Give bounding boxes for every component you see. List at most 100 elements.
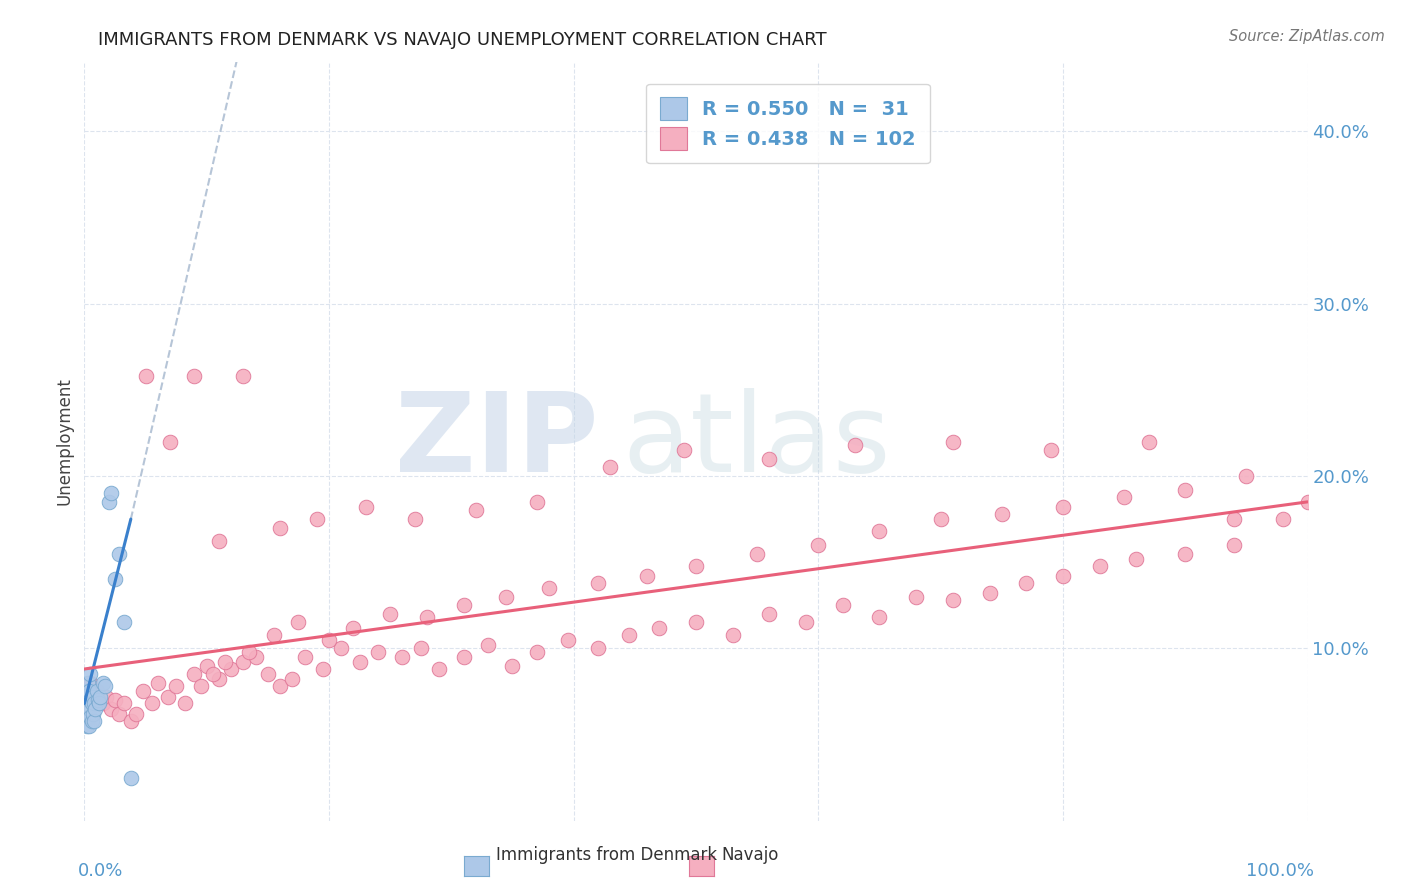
Text: ZIP: ZIP bbox=[395, 388, 598, 495]
Point bbox=[305, 512, 328, 526]
Point bbox=[269, 521, 291, 535]
Point bbox=[330, 641, 353, 656]
Point bbox=[83, 714, 105, 728]
Point bbox=[979, 586, 1001, 600]
Point bbox=[263, 627, 285, 641]
Point bbox=[685, 558, 707, 573]
Point bbox=[84, 701, 107, 715]
Text: Navajo: Navajo bbox=[721, 846, 779, 863]
Point bbox=[747, 547, 769, 561]
Point bbox=[453, 649, 475, 664]
Point bbox=[77, 693, 100, 707]
Point bbox=[82, 706, 104, 721]
Point bbox=[269, 679, 291, 693]
Y-axis label: Unemployment: Unemployment bbox=[55, 377, 73, 506]
Point bbox=[79, 693, 101, 707]
Point bbox=[312, 662, 335, 676]
Point bbox=[557, 632, 579, 647]
Point bbox=[685, 615, 707, 630]
Text: 0.0%: 0.0% bbox=[79, 863, 124, 880]
Point bbox=[1039, 443, 1062, 458]
Point bbox=[112, 697, 135, 711]
Point bbox=[831, 599, 853, 613]
Point bbox=[77, 710, 100, 724]
Point bbox=[107, 547, 129, 561]
Point bbox=[141, 697, 163, 711]
Point bbox=[79, 710, 101, 724]
Point bbox=[416, 610, 439, 624]
Point bbox=[991, 507, 1014, 521]
Point bbox=[1223, 512, 1246, 526]
Point bbox=[404, 512, 426, 526]
Point bbox=[87, 697, 110, 711]
Point bbox=[112, 615, 135, 630]
Point bbox=[391, 649, 413, 664]
Point bbox=[100, 486, 122, 500]
Point bbox=[94, 679, 117, 693]
Point bbox=[238, 645, 260, 659]
Point bbox=[146, 675, 169, 690]
Point bbox=[208, 534, 231, 549]
Point bbox=[942, 593, 965, 607]
Point bbox=[80, 697, 103, 711]
Point bbox=[1223, 538, 1246, 552]
Point bbox=[294, 649, 316, 664]
Point bbox=[132, 684, 155, 698]
Text: 100.0%: 100.0% bbox=[1246, 863, 1313, 880]
Point bbox=[1088, 558, 1111, 573]
Point bbox=[107, 706, 129, 721]
Point bbox=[86, 684, 108, 698]
Point bbox=[125, 706, 148, 721]
Point bbox=[214, 655, 236, 669]
Point bbox=[942, 434, 965, 449]
Point bbox=[165, 679, 187, 693]
Point bbox=[104, 693, 127, 707]
Point bbox=[195, 658, 218, 673]
Point bbox=[318, 632, 340, 647]
Point bbox=[1174, 483, 1197, 497]
Point bbox=[159, 434, 181, 449]
Point bbox=[672, 443, 695, 458]
Point bbox=[91, 697, 114, 711]
Point bbox=[104, 573, 127, 587]
Text: atlas: atlas bbox=[623, 388, 891, 495]
Point bbox=[79, 667, 101, 681]
Point bbox=[354, 500, 377, 514]
Point bbox=[89, 690, 111, 704]
Point bbox=[77, 701, 100, 715]
Point bbox=[869, 524, 891, 538]
Point bbox=[1272, 512, 1295, 526]
Point bbox=[232, 369, 254, 384]
Point bbox=[245, 649, 267, 664]
Point bbox=[721, 627, 744, 641]
Point bbox=[453, 599, 475, 613]
Point bbox=[201, 667, 224, 681]
Point bbox=[648, 621, 671, 635]
Point bbox=[538, 581, 561, 595]
Point bbox=[427, 662, 450, 676]
Point bbox=[586, 575, 609, 590]
Point bbox=[617, 627, 640, 641]
Point bbox=[526, 645, 548, 659]
Point bbox=[586, 641, 609, 656]
Point bbox=[86, 684, 108, 698]
Point bbox=[100, 701, 122, 715]
Point bbox=[844, 438, 866, 452]
Point bbox=[758, 607, 780, 621]
Point bbox=[281, 673, 304, 687]
Text: Source: ZipAtlas.com: Source: ZipAtlas.com bbox=[1229, 29, 1385, 44]
Text: IMMIGRANTS FROM DENMARK VS NAVAJO UNEMPLOYMENT CORRELATION CHART: IMMIGRANTS FROM DENMARK VS NAVAJO UNEMPL… bbox=[98, 31, 827, 49]
Point bbox=[599, 460, 621, 475]
Point bbox=[526, 495, 548, 509]
Point bbox=[232, 655, 254, 669]
Point bbox=[636, 569, 658, 583]
Point bbox=[156, 690, 179, 704]
Point bbox=[807, 538, 830, 552]
Point bbox=[76, 719, 98, 733]
Point bbox=[1114, 490, 1136, 504]
Point bbox=[77, 675, 100, 690]
Point bbox=[75, 701, 97, 715]
Point bbox=[495, 590, 517, 604]
Point bbox=[80, 714, 103, 728]
Point bbox=[77, 719, 100, 733]
